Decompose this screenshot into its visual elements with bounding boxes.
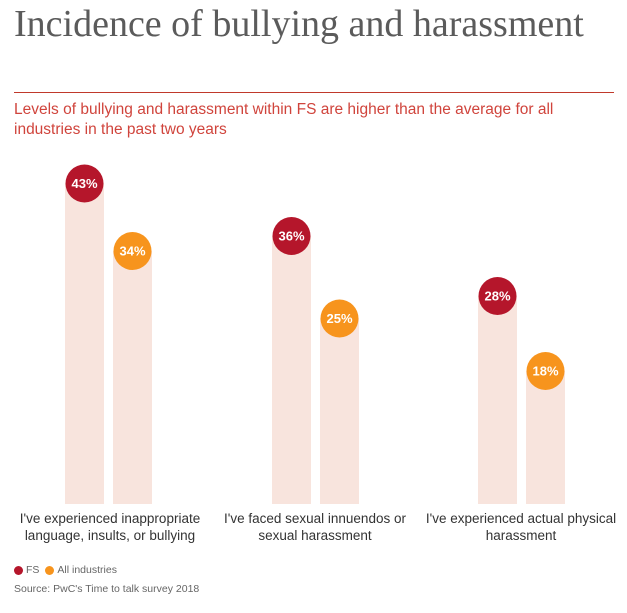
category-label-1-line-2: language, insults, or bullying <box>25 528 195 543</box>
value-bubble-all-industries-2 <box>320 299 359 338</box>
legend-item-all-industries: All industries <box>45 564 117 576</box>
bar-all-industries-2 <box>320 318 359 504</box>
legend-label-fs: FS <box>26 564 40 576</box>
value-bubble-fs-1 <box>65 164 104 203</box>
category-label-2-line-1: I've faced sexual innuendos or <box>224 511 406 526</box>
all-industries-dot-icon <box>45 565 55 575</box>
bar-fs-1 <box>65 183 104 504</box>
category-label-3-line-1: I've experienced actual physical <box>426 511 616 526</box>
chart-subtitle: Levels of bullying and harassment within… <box>14 101 554 138</box>
bar-all-industries-1 <box>113 251 152 504</box>
legend-label-all-industries: All industries <box>57 564 117 576</box>
title-divider <box>14 92 614 93</box>
bar-fs-3 <box>478 296 517 504</box>
chart-title: Incidence of bullying and harassment <box>14 3 584 45</box>
category-label-1-line-1: I've experienced inappropriate <box>20 511 200 526</box>
source-note: Source: PwC's Time to talk survey 2018 <box>14 583 200 595</box>
bar-chart: 43% 34% I've experienced inappropriate lang… <box>20 164 616 543</box>
legend: FS All industries <box>14 564 123 576</box>
category-label-2-line-2: sexual harassment <box>258 528 372 543</box>
bar-fs-2 <box>272 236 311 504</box>
legend-item-fs: FS <box>14 564 39 576</box>
data-label-fs-1: 43% <box>71 176 97 191</box>
value-bubble-all-industries-1 <box>113 232 152 270</box>
data-label-fs-3: 28% <box>484 289 510 304</box>
value-bubble-all-industries-3 <box>526 352 565 390</box>
data-label-all-industries-3: 18% <box>532 364 558 379</box>
value-bubble-fs-2 <box>272 217 311 255</box>
fs-dot-icon <box>14 565 23 575</box>
data-label-all-industries-2: 25% <box>326 311 352 326</box>
bar-all-industries-3 <box>526 371 565 504</box>
category-label-3-line-2: harassment <box>486 528 557 543</box>
data-label-fs-2: 36% <box>278 229 304 244</box>
value-bubble-fs-3 <box>478 277 517 315</box>
data-label-all-industries-1: 34% <box>119 244 145 259</box>
